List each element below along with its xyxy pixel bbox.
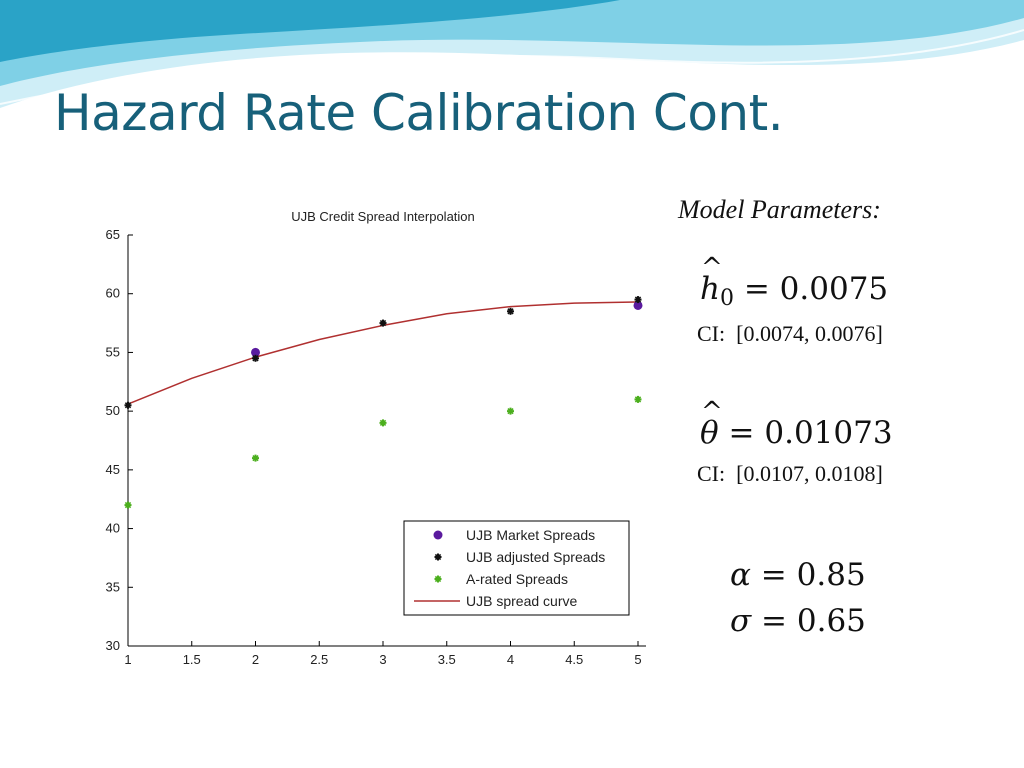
sigma-equation: σ = 0.65 (730, 603, 866, 639)
a-rated-spread-point (379, 419, 387, 427)
adjusted-spread-point (634, 296, 642, 304)
x-tick-label: 1.5 (183, 652, 201, 667)
theta-symbol: ^ θ (700, 397, 723, 451)
y-tick-label: 55 (106, 344, 120, 359)
legend-dot-swatch (433, 530, 443, 540)
legend-star-swatch (434, 553, 442, 561)
h0-ci-value: [0.0074, 0.0076] (736, 321, 883, 346)
y-tick-label: 50 (106, 403, 120, 418)
h0-ci-label: CI: (697, 321, 726, 346)
x-tick-label: 2 (252, 652, 259, 667)
y-tick-label: 60 (106, 286, 120, 301)
adjusted-spread-point (252, 354, 259, 362)
theta-equals: = (728, 415, 755, 451)
y-tick-label: 45 (106, 462, 120, 477)
adjusted-spread-point (507, 307, 514, 315)
sigma-symbol: σ (730, 603, 752, 639)
spread-curve-line (127, 301, 639, 405)
h0-ci: CI: [0.0074, 0.0076] (697, 321, 883, 347)
chart-legend: UJB Market Spreads UJB adjusted Spreads A-… (403, 520, 630, 616)
legend-star-swatch (434, 575, 442, 583)
theta-ci-value: [0.0107, 0.0108] (736, 461, 883, 486)
adjusted-spread-point (124, 401, 132, 409)
axes: 30 35 40 45 50 55 60 65 1 1.5 2 2.5 3 3.5 4 4.5 5 (106, 227, 646, 667)
x-tick-label: 4 (507, 652, 514, 667)
model-parameters-heading: Model Parameters: (678, 195, 881, 224)
y-tick-label: 65 (106, 227, 120, 242)
h0-symbol: ^ h (700, 253, 723, 307)
a-rated-spread-point (124, 501, 132, 509)
x-tick-label: 4.5 (565, 652, 583, 667)
header-wave-highlight (0, 29, 1024, 105)
theta-ci-label: CI: (697, 461, 726, 486)
a-rated-spread-point (252, 454, 259, 462)
chart-panel: UJB Credit Spread Interpolation 30 35 40 45… (36, 197, 708, 697)
header-wave-front (0, 0, 620, 62)
adjusted-spread-point (379, 319, 387, 327)
chart-title: UJB Credit Spread Interpolation (291, 209, 475, 224)
header-wave-decoration (0, 0, 1024, 108)
credit-spread-chart: UJB Credit Spread Interpolation 30354045… (106, 209, 646, 667)
h0-hat: ^ (701, 253, 723, 283)
h0-equation: ^ h0 = 0.0075 (700, 253, 889, 311)
alpha-equation: α = 0.85 (730, 557, 866, 593)
curve-layer (127, 301, 639, 405)
market-spread-point (251, 347, 260, 357)
market-spread-point (633, 300, 643, 310)
theta-hat: ^ (701, 397, 723, 427)
x-tick-label: 1 (124, 652, 131, 667)
y-tick-label: 40 (106, 521, 120, 536)
points-layer (124, 296, 643, 509)
x-tick-label: 5 (634, 652, 641, 667)
sigma-equals: = (761, 603, 788, 639)
x-tick-label: 2.5 (310, 652, 328, 667)
y-tick-label: 30 (106, 638, 120, 653)
a-rated-spread-point (507, 407, 514, 415)
theta-equation: ^ θ = 0.01073 (700, 397, 893, 451)
sigma-value: 0.65 (796, 603, 866, 639)
alpha-value: 0.85 (796, 557, 866, 593)
legend-label: A-rated Spreads (466, 571, 568, 587)
x-tick-label: 3 (379, 652, 386, 667)
theta-ci: CI: [0.0107, 0.0108] (697, 461, 883, 487)
legend-label: UJB spread curve (466, 593, 577, 609)
legend-label: UJB Market Spreads (466, 527, 595, 543)
h0-value: 0.0075 (779, 271, 889, 307)
alpha-symbol: α (730, 557, 751, 593)
legend-label: UJB adjusted Spreads (466, 549, 605, 565)
model-parameters-panel: Model Parameters: ^ h0 = 0.0075 CI: [0.00… (660, 195, 1020, 655)
y-tick-label: 35 (106, 579, 120, 594)
alpha-equals: = (760, 557, 787, 593)
h0-equals: = (743, 271, 770, 307)
theta-value: 0.01073 (764, 415, 893, 451)
slide-title: Hazard Rate Calibration Cont. (54, 84, 784, 142)
h0-subscript: 0 (719, 286, 734, 311)
x-tick-label: 3.5 (438, 652, 456, 667)
a-rated-spread-point (634, 395, 642, 403)
